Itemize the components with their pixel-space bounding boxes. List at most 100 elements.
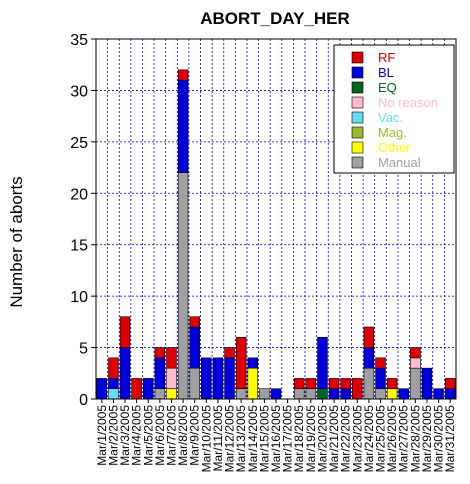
bar-segment-manual bbox=[154, 388, 166, 400]
bar-segment-rf bbox=[444, 378, 456, 390]
x-tick-label: Mar/31/2005 bbox=[443, 405, 457, 473]
x-tick-label: Mar/1/2005 bbox=[95, 405, 109, 466]
x-tick-label: Mar/8/2005 bbox=[176, 405, 190, 466]
legend-label: No reason bbox=[378, 95, 438, 110]
bar-segment-manual bbox=[375, 388, 386, 400]
bar-segment-rf bbox=[305, 378, 317, 390]
x-tick-label: Mar/13/2005 bbox=[234, 405, 248, 473]
bar-segment-manual bbox=[177, 172, 189, 400]
bar-segment-bl bbox=[375, 367, 386, 390]
x-tick-label: Mar/16/2005 bbox=[269, 405, 283, 473]
bar-segment-rf bbox=[386, 378, 398, 390]
x-tick-label: Mar/18/2005 bbox=[292, 405, 306, 473]
chart-title: ABORT_DAY_HER bbox=[200, 9, 350, 28]
legend-label: Other bbox=[378, 140, 411, 155]
x-tick-label: Mar/21/2005 bbox=[327, 405, 341, 473]
y-tick-label: 30 bbox=[70, 83, 88, 100]
bar-segment-rf bbox=[189, 316, 200, 328]
bar-segment-bl bbox=[108, 378, 119, 390]
bar-segment-bl bbox=[317, 336, 328, 390]
x-tick-label: Mar/23/2005 bbox=[350, 405, 364, 473]
x-tick-label: Mar/28/2005 bbox=[408, 405, 422, 473]
bar-segment-bl bbox=[398, 388, 409, 400]
bar-segment-rf bbox=[328, 378, 340, 390]
bar-segment-rf bbox=[352, 378, 363, 400]
x-tick-label: Mar/24/2005 bbox=[362, 405, 376, 473]
x-tick-label: Mar/17/2005 bbox=[281, 405, 295, 473]
x-tick-label: Mar/29/2005 bbox=[420, 405, 434, 473]
bar-segment-bl bbox=[247, 357, 259, 369]
x-tick-label: Mar/4/2005 bbox=[130, 405, 144, 466]
bar-segment-bl bbox=[444, 388, 456, 400]
x-tick-label: Mar/11/2005 bbox=[211, 405, 225, 472]
x-tick-label: Mar/5/2005 bbox=[141, 405, 155, 466]
x-ticks: Mar/1/2005Mar/2/2005Mar/3/2005Mar/4/2005… bbox=[95, 399, 457, 472]
bar-segment-manual bbox=[259, 388, 270, 400]
x-tick-label: Mar/15/2005 bbox=[257, 405, 271, 473]
bar-segment-no-reason bbox=[410, 357, 421, 369]
x-tick-label: Mar/26/2005 bbox=[385, 405, 399, 473]
bar-segment-vac- bbox=[108, 388, 119, 400]
bar-segment-bl bbox=[119, 347, 131, 400]
legend-swatch bbox=[351, 96, 364, 109]
bar-segment-rf bbox=[375, 357, 386, 369]
legend-swatch bbox=[351, 51, 364, 64]
legend-label: Mag. bbox=[378, 125, 407, 140]
y-tick-label: 10 bbox=[70, 289, 88, 306]
x-tick-label: Mar/20/2005 bbox=[315, 405, 329, 473]
legend-swatch bbox=[351, 66, 364, 79]
bar-segment-rf bbox=[410, 347, 421, 359]
y-tick-label: 15 bbox=[70, 238, 88, 255]
bar-segment-rf bbox=[363, 326, 375, 348]
bar-segment-rf bbox=[340, 378, 351, 390]
bar-segment-rf bbox=[119, 316, 131, 348]
x-tick-label: Mar/12/2005 bbox=[223, 405, 237, 473]
legend-label: Manual bbox=[378, 155, 421, 170]
x-tick-label: Mar/7/2005 bbox=[164, 405, 178, 466]
legend-label: EQ bbox=[378, 80, 397, 95]
bar-segment-rf bbox=[108, 357, 119, 379]
y-tick-label: 0 bbox=[79, 392, 88, 409]
bar-segment-bl bbox=[270, 388, 282, 400]
y-axis-label: Number of aborts bbox=[7, 176, 26, 307]
bar-segment-rf bbox=[131, 378, 142, 400]
y-tick-label: 5 bbox=[79, 341, 88, 358]
x-tick-label: Mar/19/2005 bbox=[304, 405, 318, 473]
bar-segment-rf bbox=[224, 347, 235, 359]
x-tick-label: Mar/2/2005 bbox=[106, 405, 120, 466]
bar-segment-bl bbox=[433, 388, 444, 400]
x-tick-label: Mar/30/2005 bbox=[432, 405, 446, 473]
bar-segment-bl bbox=[143, 378, 154, 400]
bar-segment-eq bbox=[317, 388, 328, 400]
x-tick-label: Mar/22/2005 bbox=[339, 405, 353, 473]
x-tick-label: Mar/27/2005 bbox=[397, 405, 411, 473]
x-tick-label: Mar/10/2005 bbox=[199, 405, 213, 473]
bar-segment-other bbox=[166, 388, 177, 400]
bars-group bbox=[96, 69, 456, 400]
bar-segment-rf bbox=[154, 347, 166, 359]
bar-segment-bl bbox=[224, 357, 235, 400]
legend-swatch bbox=[351, 156, 364, 169]
x-tick-label: Mar/3/2005 bbox=[118, 405, 132, 466]
bar-segment-no-reason bbox=[166, 367, 177, 390]
bar-segment-manual bbox=[189, 367, 200, 400]
legend-label: BL bbox=[378, 65, 394, 80]
y-tick-label: 20 bbox=[70, 186, 88, 203]
bar-segment-bl bbox=[340, 388, 351, 400]
bar-segment-other bbox=[247, 367, 259, 400]
bar-segment-bl bbox=[421, 367, 433, 400]
x-tick-label: Mar/14/2005 bbox=[246, 405, 260, 473]
bar-segment-bl bbox=[154, 357, 166, 390]
grid-lines bbox=[96, 39, 456, 399]
legend-label: Vac. bbox=[378, 110, 403, 125]
bar-segment-bl bbox=[212, 357, 224, 400]
y-tick-label: 35 bbox=[70, 32, 88, 49]
bar-segment-manual bbox=[305, 388, 317, 400]
x-tick-label: Mar/6/2005 bbox=[153, 405, 167, 466]
bar-segment-rf bbox=[293, 378, 305, 390]
legend-swatch bbox=[351, 111, 364, 124]
bar-segment-rf bbox=[166, 347, 177, 369]
bar-segment-bl bbox=[177, 79, 189, 174]
bar-segment-rf bbox=[235, 336, 247, 390]
